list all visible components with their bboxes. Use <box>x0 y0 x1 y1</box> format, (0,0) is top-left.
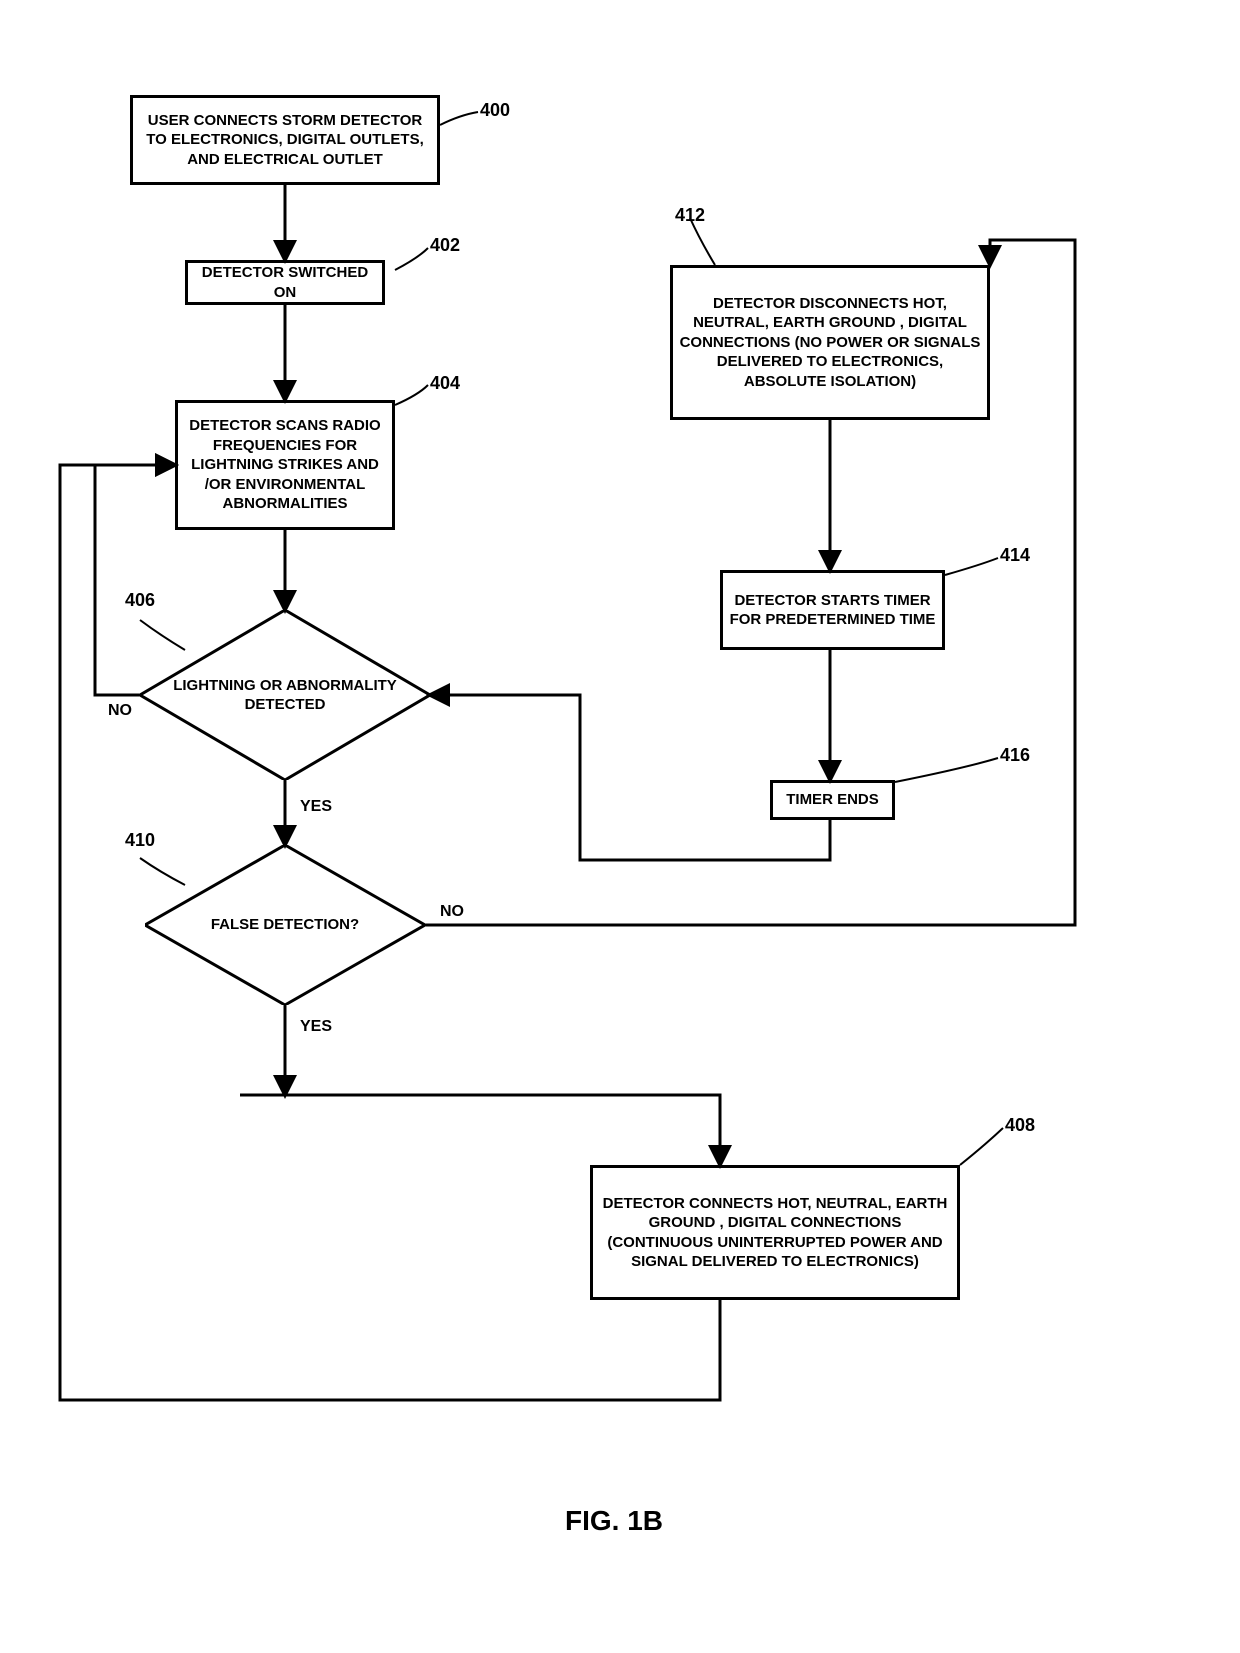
flowchart-canvas: USER CONNECTS STORM DETECTOR TO ELECTRON… <box>0 0 1240 1653</box>
node-408: DETECTOR CONNECTS HOT, NEUTRAL, EARTH GR… <box>590 1165 960 1300</box>
edge-label-410-no: NO <box>440 903 464 921</box>
ref-leader-n416 <box>895 758 998 782</box>
ref-408: 408 <box>1005 1115 1035 1136</box>
node-400-text: USER CONNECTS STORM DETECTOR TO ELECTRON… <box>139 111 431 170</box>
node-410-shape <box>145 845 425 1005</box>
edge-e416_to_406 <box>430 695 830 860</box>
node-414-text: DETECTOR STARTS TIMER FOR PREDETERMINED … <box>729 591 936 630</box>
edge-label-406-yes: YES <box>300 798 332 816</box>
ref-404: 404 <box>430 373 460 394</box>
ref-leader-n414 <box>945 558 998 575</box>
node-404-text: DETECTOR SCANS RADIO FREQUENCIES FOR LIG… <box>184 416 386 514</box>
node-406-shape <box>140 610 430 780</box>
ref-402: 402 <box>430 235 460 256</box>
node-416: TIMER ENDS <box>770 780 895 820</box>
ref-414: 414 <box>1000 545 1030 566</box>
edge-label-406-no: NO <box>108 702 132 720</box>
figure-label: FIG. 1B <box>565 1505 663 1537</box>
ref-leader-n408 <box>960 1128 1003 1165</box>
node-402: DETECTOR SWITCHED ON <box>185 260 385 305</box>
node-416-text: TIMER ENDS <box>786 790 879 810</box>
edges-overlay <box>0 0 1240 1653</box>
node-408-text: DETECTOR CONNECTS HOT, NEUTRAL, EARTH GR… <box>599 1194 951 1272</box>
edge-e_merge_to_408 <box>240 1095 720 1165</box>
node-412: DETECTOR DISCONNECTS HOT, NEUTRAL, EARTH… <box>670 265 990 420</box>
edge-label-410-yes: YES <box>300 1018 332 1036</box>
ref-leader-n402 <box>395 248 428 270</box>
ref-410: 410 <box>125 830 155 851</box>
ref-400: 400 <box>480 100 510 121</box>
node-402-text: DETECTOR SWITCHED ON <box>194 263 376 302</box>
node-400: USER CONNECTS STORM DETECTOR TO ELECTRON… <box>130 95 440 185</box>
ref-leader-n400 <box>440 112 478 125</box>
node-414: DETECTOR STARTS TIMER FOR PREDETERMINED … <box>720 570 945 650</box>
ref-406: 406 <box>125 590 155 611</box>
ref-412: 412 <box>675 205 705 226</box>
node-404: DETECTOR SCANS RADIO FREQUENCIES FOR LIG… <box>175 400 395 530</box>
ref-leader-n404 <box>395 385 428 405</box>
node-412-text: DETECTOR DISCONNECTS HOT, NEUTRAL, EARTH… <box>679 294 981 392</box>
ref-416: 416 <box>1000 745 1030 766</box>
